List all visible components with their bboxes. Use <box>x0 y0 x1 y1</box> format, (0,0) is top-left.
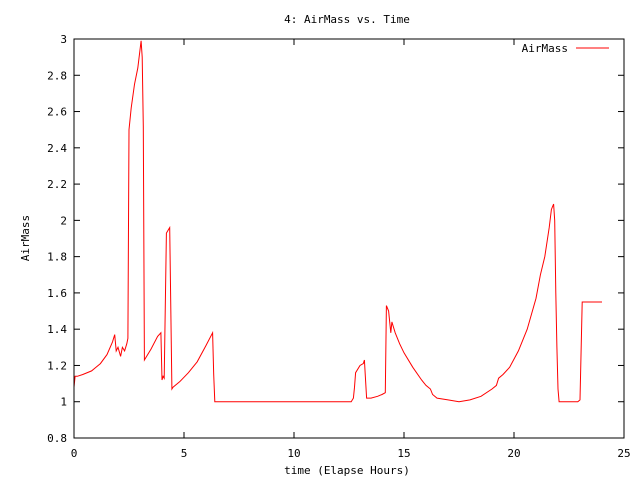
y-tick-label: 2 <box>60 214 67 227</box>
y-tick-label: 1.6 <box>47 287 67 300</box>
series-line-airmass <box>73 40 602 403</box>
y-tick-label: 2.8 <box>47 69 67 82</box>
x-tick-label: 25 <box>617 447 630 460</box>
chart-title: 4: AirMass vs. Time <box>284 13 410 26</box>
x-tick-label: 5 <box>181 447 188 460</box>
y-tick-label: 1 <box>60 396 67 409</box>
y-tick-label: 1.4 <box>47 323 67 336</box>
x-tick-label: 20 <box>507 447 520 460</box>
legend: AirMass <box>522 42 609 55</box>
x-tick-label: 15 <box>397 447 410 460</box>
y-tick-label: 0.8 <box>47 432 67 445</box>
y-tick-label: 2.4 <box>47 142 67 155</box>
y-tick-label: 3 <box>60 33 67 46</box>
y-tick-label: 1.2 <box>47 359 67 372</box>
plot-frame <box>73 38 625 439</box>
legend-label: AirMass <box>522 42 568 55</box>
y-tick-label: 1.8 <box>47 251 67 264</box>
y-tick-label: 2.6 <box>47 106 67 119</box>
series-layer <box>73 40 602 403</box>
axis-ticks: 0.8 1 1.2 1.4 1.6 1.8 2 2.2 2.4 2.6 2.8 3 0 5 10 15 20 25 <box>47 33 631 460</box>
x-tick-label: 0 <box>71 447 78 460</box>
x-tick-label: 10 <box>287 447 300 460</box>
y-tick-label: 2.2 <box>47 178 67 191</box>
y-axis-label: AirMass <box>19 215 32 261</box>
x-axis-label: time (Elapse Hours) <box>284 464 410 477</box>
